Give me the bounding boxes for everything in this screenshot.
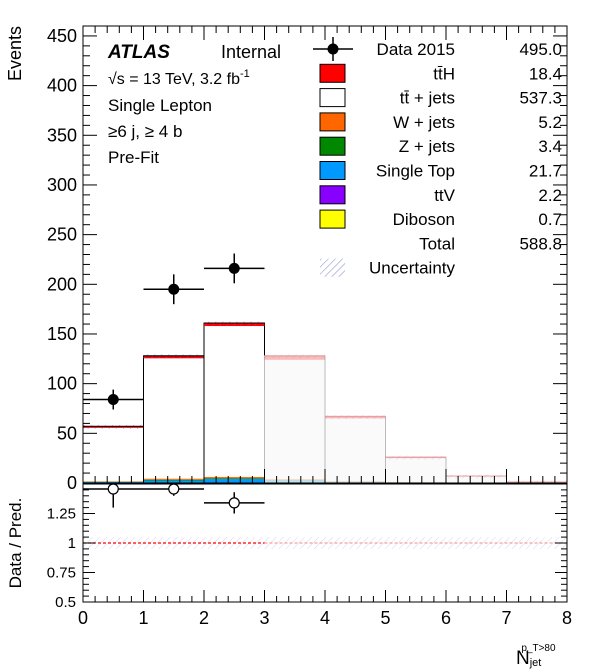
legend-entry: Single Top 21.7 [319, 161, 562, 181]
legend-swatch [319, 185, 346, 205]
channel-label: Single Lepton [108, 96, 212, 115]
data-point [228, 262, 240, 274]
legend-entry: ttV 2.2 [319, 185, 562, 205]
ratio-y-tick-label: 1.25 [47, 506, 76, 523]
legend: Data 2015 495.0 tt̄H 18.4 tt̄ + jets 537.3 W +… [313, 37, 562, 278]
atlas-label: ATLAS [107, 42, 170, 63]
background-stack-bar [264, 479, 325, 481]
legend-label: Z + jets [399, 137, 455, 156]
legend-swatch [319, 112, 346, 132]
legend-entry: tt̄H 18.4 [319, 63, 562, 83]
y-tick-label: 150 [47, 324, 77, 344]
legend-yield: 5.2 [538, 113, 562, 132]
legend-label: Total [419, 234, 455, 253]
x-tick-label: 2 [199, 608, 209, 628]
legend-swatch [319, 88, 346, 108]
y-tick-label: 350 [47, 125, 77, 145]
legend-hatch-swatch [320, 258, 345, 277]
legend-swatch [319, 136, 346, 156]
legend-yield: 495.0 [519, 40, 562, 59]
legend-yield: 0.7 [538, 210, 562, 229]
ratio-y-tick-label: 0.5 [55, 594, 76, 611]
legend-swatch [319, 161, 346, 180]
legend-yield: 3.4 [538, 137, 562, 156]
background-stack-bar [204, 478, 265, 480]
y-tick-label: 200 [47, 274, 77, 294]
legend-label: tt̄ + jets [400, 89, 455, 108]
data-point [168, 283, 180, 295]
legend-yield: 537.3 [519, 89, 562, 108]
y-tick-label: 50 [57, 423, 77, 443]
ttbar-bar [83, 425, 144, 483]
legend-yield: 2.2 [538, 186, 562, 205]
energy-lumi-label: √s = 13 TeV, 3.2 fb-1 [108, 68, 250, 88]
legend-label: Single Top [376, 162, 455, 181]
selection-label: ≥6 j, ≥ 4 b [108, 122, 182, 141]
legend-yield: 21.7 [529, 162, 562, 181]
legend-swatch [319, 209, 346, 229]
legend-entry: Total 588.8 [419, 234, 562, 253]
x-axis-label: Njetp_T>80 [516, 643, 556, 669]
background-stack-bar [143, 479, 204, 481]
legend-label: tt̄H [433, 64, 455, 83]
background-stack-bar [204, 479, 265, 483]
ttbar-bar [264, 355, 326, 483]
x-tick-label: 7 [501, 608, 511, 628]
legend-label: ttV [434, 186, 455, 205]
background-stack-bar [204, 477, 265, 479]
legend-entry: Data 2015 495.0 [313, 37, 562, 61]
legend-entry: Diboson 0.7 [319, 209, 562, 229]
atlas-annotation: ATLAS Internal √s = 13 TeV, 3.2 fb-1 Sin… [107, 42, 281, 167]
ratio-y-axis-label: Data / Pred. [6, 498, 25, 589]
ratio-panel: 0.5 0.75 1 1.25 Data / Pred. [6, 483, 568, 611]
y-tick-label: 400 [47, 76, 77, 96]
x-tick-label: 0 [78, 608, 88, 628]
x-tick-label: 8 [562, 608, 572, 628]
y-tick-label: 450 [47, 26, 77, 46]
x-tick-label: 6 [441, 608, 451, 628]
background-stack-bar [143, 480, 204, 483]
x-tick-label: 3 [259, 608, 269, 628]
legend-label: Uncertainty [369, 259, 455, 278]
fit-state-label: Pre-Fit [108, 148, 159, 167]
legend-entry: Z + jets 3.4 [319, 136, 562, 156]
legend-entry: Uncertainty [320, 258, 455, 278]
y-axis-label: Events [5, 26, 25, 81]
ttbar-bar [385, 456, 447, 483]
y-tick-label: 300 [47, 175, 77, 195]
ttbar-bar [203, 322, 265, 483]
legend-swatch [319, 63, 346, 83]
y-tick-label: 100 [47, 374, 77, 394]
x-tick-label: 1 [138, 608, 148, 628]
x-tick-label: 4 [320, 608, 330, 628]
legend-yield: 18.4 [529, 64, 562, 83]
legend-label: Diboson [393, 210, 455, 229]
internal-label: Internal [221, 42, 281, 62]
legend-marker [327, 43, 339, 55]
background-stack-bar [264, 480, 325, 483]
ratio-y-tick-label: 1 [68, 535, 76, 552]
background-stack-bar [143, 478, 204, 480]
legend-entry: W + jets 5.2 [319, 112, 562, 132]
ratio-y-tick-label: 0.75 [47, 565, 76, 582]
y-tick-label: 0 [67, 473, 77, 493]
ratio-point [107, 483, 119, 495]
legend-entry: tt̄ + jets 537.3 [319, 88, 562, 108]
y-tick-label: 250 [47, 225, 77, 245]
x-tick-label: 5 [380, 608, 390, 628]
ratio-point [168, 483, 180, 495]
ttbar-bar [324, 415, 386, 483]
legend-yield: 588.8 [519, 234, 562, 253]
ttbar-bar [143, 355, 205, 483]
legend-label: W + jets [393, 113, 455, 132]
legend-label: Data 2015 [377, 40, 455, 59]
main-panel: 0 50 100 150 200 250 300 350 400 450 Events [5, 25, 568, 493]
data-point [107, 394, 119, 406]
ratio-point [228, 497, 240, 509]
